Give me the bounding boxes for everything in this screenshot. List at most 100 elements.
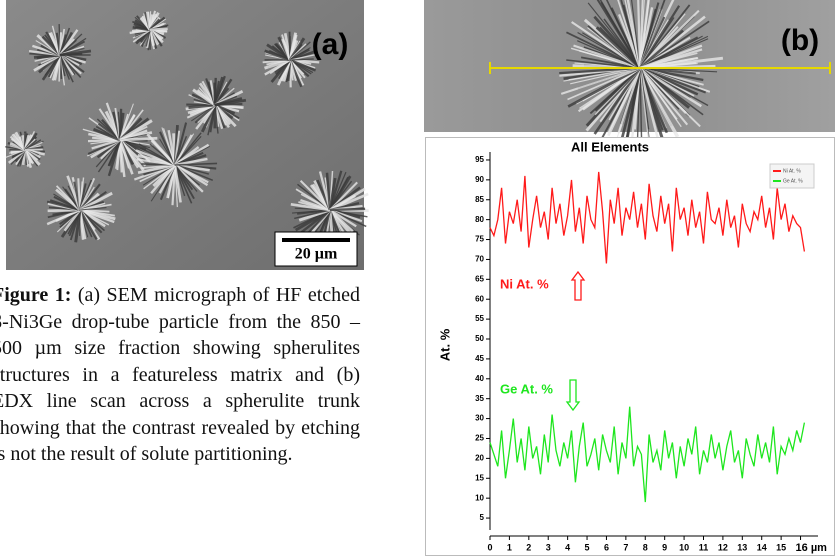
texture: [580, 56, 641, 69]
y-axis-label: At. %: [437, 328, 452, 361]
annotation-arrow: [570, 270, 586, 301]
y-tick-label: 15: [475, 473, 484, 482]
x-tick-label: 4: [565, 542, 570, 552]
texture: [292, 209, 331, 214]
x-tick-label: 6: [604, 542, 609, 552]
texture: [24, 148, 43, 151]
y-tick-label: 45: [475, 354, 484, 363]
texture: [639, 5, 681, 69]
texture: [607, 67, 641, 134]
texture: [46, 208, 81, 226]
texture: [639, 67, 643, 144]
texture: [174, 162, 218, 166]
caption: Figure 1: (a) SEM micrograph of HF etche…: [0, 282, 360, 468]
legend-box: [769, 163, 815, 189]
annotation: Ge At. %: [500, 381, 553, 396]
scale-bar-label: 20 µm: [295, 246, 338, 263]
texture: [593, 15, 641, 69]
y-tick-label: 20: [475, 453, 484, 462]
texture: [567, 66, 641, 108]
texture: [63, 209, 81, 232]
y-tick-label: 40: [475, 374, 484, 383]
texture: [79, 177, 96, 211]
texture: [107, 139, 121, 167]
texture: [631, 0, 641, 69]
texture: [325, 172, 332, 211]
texture: [638, 67, 659, 139]
texture: [639, 0, 666, 69]
x-tick-label: 2: [526, 542, 531, 552]
texture: [560, 66, 641, 95]
texture: [289, 58, 314, 61]
chart-frame: [425, 137, 835, 556]
x-tick-label: 3: [546, 542, 551, 552]
texture: [138, 143, 176, 166]
data-line: [489, 171, 806, 264]
y-tick-label: 70: [475, 255, 484, 264]
texture: [174, 164, 193, 204]
texture: [159, 131, 176, 166]
x-tick-label: 0: [487, 542, 492, 552]
data-line: [489, 406, 806, 503]
caption-text: (a) SEM micrograph of HF etched β-Ni3Ge …: [0, 284, 361, 465]
y-tick-label: 55: [475, 314, 484, 323]
texture: [300, 199, 331, 212]
texture: [329, 207, 366, 212]
x-tick-label: 13: [737, 542, 747, 552]
y-tick-label: 60: [475, 294, 484, 303]
texture: [295, 188, 331, 211]
y-tick-label: 5: [480, 513, 485, 522]
texture: [600, 1, 641, 69]
texture: [174, 157, 208, 167]
texture: [626, 0, 642, 69]
legend-label: Ge At. %: [783, 178, 803, 184]
texture: [174, 164, 209, 187]
texture: [639, 66, 702, 108]
texture: [173, 122, 188, 166]
x-tick-label: 10: [679, 542, 689, 552]
texture: [132, 29, 151, 43]
texture: [567, 67, 641, 101]
texture: [79, 208, 115, 224]
texture: [143, 164, 176, 190]
x-tick-label: 8: [643, 542, 648, 552]
texture: [617, 0, 641, 69]
x-tick-label: 12: [718, 542, 728, 552]
texture: [566, 31, 641, 69]
texture: [97, 139, 121, 173]
x-tick-label: 1: [507, 542, 512, 552]
y-tick-label: 75: [475, 235, 484, 244]
texture: [639, 67, 651, 149]
x-tick-label: 16 µm: [796, 542, 828, 554]
texture: [194, 104, 216, 124]
texture: [174, 133, 195, 166]
x-tick-label: 11: [699, 542, 709, 552]
scale-bar-box: [274, 231, 358, 267]
y-tick-label: 90: [475, 175, 484, 184]
panel-label: (b): [781, 24, 819, 57]
annotation-arrow: [565, 379, 581, 412]
texture: [91, 138, 121, 150]
y-tick-label: 85: [475, 195, 484, 204]
texture: [589, 67, 641, 115]
texture: [149, 27, 168, 32]
texture: [79, 206, 107, 211]
y-tick-label: 65: [475, 274, 484, 283]
y-tick-label: 25: [475, 434, 484, 443]
y-tick-label: 10: [475, 493, 484, 502]
texture: [214, 103, 243, 106]
texture: [77, 178, 82, 211]
chart-title: All Elements: [571, 139, 649, 154]
caption-lead: Figure 1:: [0, 284, 72, 306]
texture: [617, 67, 642, 134]
texture: [328, 170, 343, 211]
texture: [59, 52, 83, 57]
y-tick-label: 35: [475, 394, 484, 403]
texture: [289, 54, 315, 61]
texture: [573, 44, 641, 70]
y-tick-label: 50: [475, 334, 484, 343]
y-tick-label: 80: [475, 215, 484, 224]
y-tick-label: 95: [475, 155, 484, 164]
